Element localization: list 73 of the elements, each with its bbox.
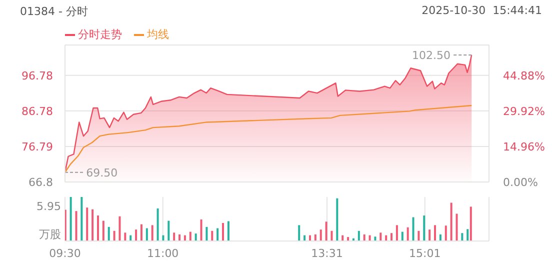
- bar: [80, 197, 83, 241]
- bar: [70, 197, 72, 241]
- bar: [86, 208, 88, 241]
- bar: [396, 225, 398, 241]
- bar: [418, 230, 420, 241]
- bar: [113, 230, 116, 241]
- bar: [444, 226, 447, 241]
- bar: [189, 232, 192, 241]
- bar: [118, 216, 121, 241]
- bar: [173, 232, 176, 241]
- bar: [439, 234, 442, 241]
- bar: [374, 236, 376, 241]
- bar: [461, 233, 464, 241]
- x-tick-label: 13:31: [311, 246, 343, 260]
- bar: [211, 230, 214, 241]
- bar: [401, 232, 404, 241]
- bar: [124, 232, 126, 241]
- y2-tick-label: 44.88%: [503, 69, 545, 82]
- bar: [200, 219, 202, 241]
- y-tick-label: 96.78: [22, 69, 53, 82]
- y-axis-title: 万股: [39, 227, 61, 242]
- legend-label: 分时走势: [77, 27, 122, 42]
- y-tick-label: 66.8: [28, 176, 53, 189]
- bar: [450, 202, 452, 241]
- y-tick-label: 76.79: [22, 140, 53, 154]
- bar: [146, 228, 148, 241]
- bar: [108, 226, 110, 241]
- bar: [320, 230, 322, 241]
- bar: [135, 230, 138, 241]
- bar: [314, 234, 316, 241]
- bar: [140, 224, 142, 241]
- bar: [102, 220, 104, 241]
- bar: [298, 225, 300, 241]
- bar: [151, 225, 154, 241]
- y2-tick-label: 0.00%: [503, 176, 538, 189]
- chart-subtitle: 2025-10-30 15:44:41: [422, 4, 542, 17]
- bar: [466, 229, 469, 241]
- x-tick-label: 09:30: [49, 246, 81, 260]
- bar: [363, 234, 366, 241]
- x-tick-label: 15:01: [409, 246, 441, 260]
- bar: [156, 208, 159, 241]
- text: 5.95: [36, 200, 61, 213]
- bar: [216, 228, 219, 241]
- y2-tick-label: 14.96%: [503, 140, 545, 154]
- bar: [380, 232, 382, 241]
- bar: [325, 222, 328, 241]
- bar: [222, 222, 224, 241]
- bar: [390, 233, 393, 241]
- bar: [470, 206, 472, 241]
- chart-title: 01384 - 分时: [20, 4, 88, 19]
- bar: [406, 227, 409, 241]
- bar: [75, 211, 78, 241]
- bar: [92, 209, 94, 241]
- bar: [428, 230, 431, 241]
- y-tick-label: 86.78: [22, 104, 53, 118]
- bar: [412, 217, 414, 241]
- bar: [456, 214, 458, 241]
- bar: [423, 215, 426, 241]
- bar: [96, 215, 99, 241]
- x-tick-label: 11:00: [146, 246, 179, 260]
- bar: [336, 198, 338, 241]
- legend-label: 均线: [146, 27, 169, 42]
- annotation: 69.50: [86, 166, 118, 180]
- bar: [227, 221, 230, 241]
- bar: [434, 225, 436, 241]
- bar: [206, 226, 208, 241]
- y2-tick-label: 29.92%: [503, 104, 545, 118]
- bar: [168, 220, 170, 241]
- annotation: 102.50: [412, 48, 451, 62]
- bar: [194, 234, 197, 241]
- bar: [330, 230, 333, 241]
- bar: [358, 230, 360, 241]
- bar: [178, 234, 181, 241]
